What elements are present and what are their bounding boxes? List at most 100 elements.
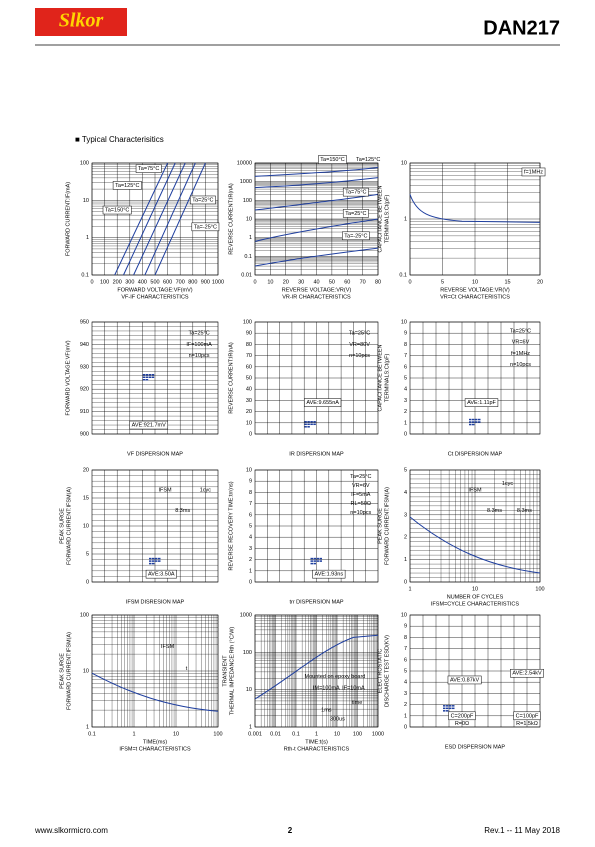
revision: Rev.1 -- 11 May 2018 (484, 826, 560, 835)
annotation: 1cyc (200, 488, 212, 494)
y-tick-label: 1 (404, 557, 407, 563)
caption: IFSM=CYCLE CHARACTERISTICS (431, 601, 519, 607)
y-axis-label: DISCHARGE TEST ESD(KV) (384, 635, 390, 707)
y-tick-label: 20 (83, 467, 89, 473)
y-tick-label: 930 (80, 364, 89, 370)
x-tick-label: 10 (334, 731, 340, 737)
sample-dot (313, 557, 316, 560)
sample-dot (313, 560, 316, 562)
y-tick-label: 1 (404, 420, 407, 426)
x-tick-label: 15 (504, 279, 510, 285)
sample-dot (145, 376, 149, 378)
sample-dot (158, 557, 161, 560)
x-tick-label: 0.01 (270, 731, 281, 737)
y-tick-label: 2 (249, 557, 252, 563)
chart-panel: 10000 1000 100 10 1 0.1 0.010 10 20 30 40 50 60 70 80 R… (228, 155, 381, 300)
x-tick-label: 0 (253, 279, 256, 285)
annotation: C=100pF (516, 713, 539, 719)
annotation: Ta=150°C (320, 157, 344, 163)
annotation: VR=6V (512, 340, 530, 346)
y-tick-label: 8 (249, 490, 252, 496)
chart-panel: 10 1 0.10 5 10 15 20 REVERSE VOLTAGE:VR(V)VR=Ct… (377, 160, 546, 300)
x-tick-label: 0.001 (248, 731, 262, 737)
chart-panel: 950 940 930 920 910 900 VF DISPERSION MAP FORWA… (65, 319, 219, 457)
annotation-box (342, 187, 369, 197)
y-tick-label: 2 (404, 702, 407, 708)
sample-dot (158, 560, 161, 562)
y-axis-label: CAPACITANCE BETWEEN (377, 185, 383, 252)
caption: IR DISPERSION MAP (289, 451, 344, 457)
y-tick-label: 1 (86, 724, 89, 730)
x-tick-label: 5 (441, 279, 444, 285)
y-tick-label: 100 (243, 319, 252, 325)
annotation: f=1MHz (524, 169, 543, 175)
annotation: VR=6V (352, 483, 370, 489)
y-tick-label: 950 (80, 319, 89, 325)
annotation: 8.3ms (175, 508, 190, 514)
annotation-box (342, 209, 369, 218)
x-axis-label: FORWARD VOLTAGE:VF(mV) (117, 287, 192, 293)
sample-dot (446, 707, 449, 710)
x-tick-label: 60 (344, 279, 350, 285)
x-tick-label: 700 (176, 279, 185, 285)
y-tick-label: 2 (404, 535, 407, 541)
annotation-box (135, 164, 162, 173)
annotation: n=10pcs (510, 362, 531, 368)
logo-box (35, 8, 127, 36)
footer-url: www.slkormicro.com (34, 826, 108, 835)
sample-dot (304, 421, 307, 423)
x-tick-label: 500 (150, 279, 159, 285)
sample-dot (307, 423, 310, 426)
y-tick-label: 100 (243, 650, 252, 656)
y-tick-label: 10 (83, 198, 89, 204)
x-tick-label: 20 (283, 279, 289, 285)
y-tick-label: 0.1 (244, 254, 252, 260)
y-tick-label: 10000 (237, 160, 252, 166)
y-axis-label: FORWARD CURRENT:IFSM(A) (66, 632, 72, 710)
y-tick-label: 5 (404, 467, 407, 473)
x-axis-label: NUMBER OF CYCLES (447, 594, 504, 600)
annotation: VR=80V (349, 342, 370, 348)
y-tick-label: 10 (246, 687, 252, 693)
y-tick-label: 0 (249, 431, 252, 437)
annotation-box (191, 222, 220, 232)
sample-dot (152, 562, 155, 565)
x-tick-label: 10 (472, 279, 478, 285)
annotation: Ta=75°C (138, 166, 159, 172)
x-tick-label: 1000 (372, 731, 384, 737)
annotation: 8.3ms (517, 508, 532, 514)
chart-panel: 20 15 10 5 0 IFSM DISRESION MAP PEAK SURGE FORW… (59, 467, 219, 605)
curve (254, 218, 379, 242)
page-number: 2 (288, 826, 293, 835)
y-tick-label: 15 (83, 495, 89, 501)
sample-dot (469, 421, 472, 423)
annotation: 300us (330, 717, 345, 723)
y-tick-label: 0.01 (241, 272, 252, 278)
caption: trr DISPERSION MAP (289, 599, 343, 605)
sample-dot (452, 705, 455, 707)
annotation: AVE:921.7mV (132, 422, 166, 428)
sample-dot (475, 421, 478, 423)
x-tick-label: 10 (472, 586, 478, 592)
sample-dot (472, 421, 475, 423)
caption: Rth-t CHARACTERISTICS (284, 746, 350, 752)
y-tick-label: 1 (249, 724, 252, 730)
y-tick-label: 100 (80, 612, 89, 618)
section-title: ■ Typical Characterisitics (75, 135, 164, 144)
y-tick-label: 1 (249, 568, 252, 574)
x-tick-label: 20 (537, 279, 543, 285)
sample-dot (316, 557, 319, 560)
sample-dot (319, 560, 322, 562)
sample-dot (304, 423, 307, 426)
curve (91, 672, 219, 712)
y-tick-label: 9 (404, 624, 407, 630)
sample-dot (304, 426, 307, 428)
curve (254, 634, 379, 700)
annotation-box (447, 675, 482, 685)
annotation: IF=100mA (186, 342, 212, 348)
curve (409, 194, 541, 223)
sample-dot (148, 376, 152, 378)
